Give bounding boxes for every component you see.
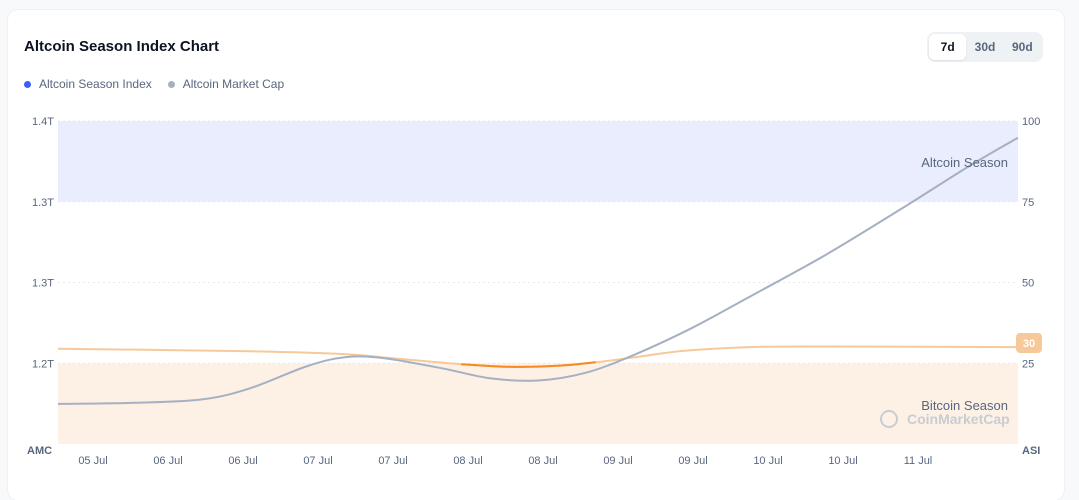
x-axis-tick: 10 Jul [753, 455, 782, 467]
chart-legend: Altcoin Season Index Altcoin Market Cap [24, 77, 284, 91]
right-axis-tick: 75 [1022, 197, 1034, 209]
x-axis-tick: 06 Jul [153, 455, 182, 467]
right-axis-tick: 25 [1022, 358, 1034, 370]
x-axis-tick: 07 Jul [303, 455, 332, 467]
right-axis-tick: 100 [1022, 116, 1040, 128]
left-axis-tick: 1.2T [32, 358, 54, 370]
range-30d-button[interactable]: 30d [966, 34, 1003, 60]
x-axis-tick: 08 Jul [453, 455, 482, 467]
legend-label-index: Altcoin Season Index [39, 77, 152, 91]
right-axis-tick: 50 [1022, 278, 1034, 290]
cmc-logo-icon [880, 410, 898, 428]
bitcoin-season-zone [58, 363, 1018, 444]
x-axis-tick: 10 Jul [828, 455, 857, 467]
left-axis-tick: 1.4T [32, 116, 54, 128]
legend-label-market-cap: Altcoin Market Cap [182, 77, 285, 91]
altcoin-season-zone [58, 121, 1018, 202]
chart-title: Altcoin Season Index Chart [24, 38, 220, 55]
coinmarketcap-watermark: CoinMarketCap [880, 410, 1010, 428]
x-axis-tick: 09 Jul [603, 455, 632, 467]
legend-dot-market-cap [167, 80, 175, 88]
x-axis-tick: 09 Jul [678, 455, 707, 467]
x-axis-tick: 06 Jul [228, 455, 257, 467]
altcoin-market-cap-line [57, 136, 1019, 405]
current-value-text: 30 [1023, 338, 1035, 350]
x-axis-tick: 05 Jul [78, 455, 107, 467]
current-value-badge: 30 [1016, 333, 1042, 353]
left-axis-label: AMC [27, 445, 52, 457]
left-axis-tick: 1.3T [32, 278, 54, 290]
x-axis-tick: 07 Jul [378, 455, 407, 467]
watermark-text: CoinMarketCap [907, 411, 1010, 427]
legend-item-index[interactable]: Altcoin Season Index [24, 77, 152, 91]
index-bitcoin-season-segment [461, 361, 596, 368]
x-axis-tick: 08 Jul [528, 455, 557, 467]
right-axis-label: ASI [1022, 445, 1040, 457]
legend-item-market-cap[interactable]: Altcoin Market Cap [167, 77, 285, 91]
range-selector: 7d 30d 90d [927, 32, 1043, 62]
altcoin-season-zone-label: Altcoin Season [921, 155, 1008, 170]
chart-plot: 1.4T 1.3T 1.3T 1.2T 100 75 50 25 05 Jul 06 Jul 0… [27, 116, 1042, 467]
x-axis-tick: 11 Jul [904, 455, 933, 467]
range-90d-button[interactable]: 90d [1004, 34, 1041, 60]
left-axis-tick: 1.3T [32, 197, 54, 209]
range-7d-button[interactable]: 7d [929, 34, 967, 60]
bitcoin-season-zone-label: Bitcoin Season [921, 398, 1008, 413]
legend-dot-index [24, 80, 31, 88]
